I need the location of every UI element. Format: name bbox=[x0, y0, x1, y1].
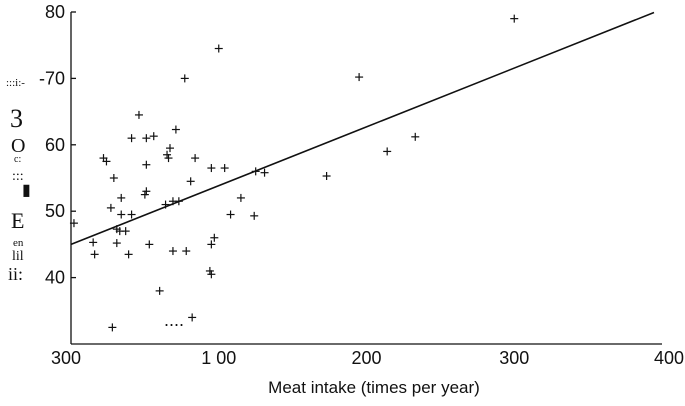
data-point-17 bbox=[134, 110, 143, 119]
y-tick-label-4: 80 bbox=[45, 2, 65, 22]
data-point-21 bbox=[142, 187, 151, 196]
ylabel-fragment-5: ::: bbox=[12, 169, 24, 184]
data-point-47 bbox=[250, 211, 259, 220]
data-point-39 bbox=[207, 270, 216, 279]
data-point-37 bbox=[191, 154, 200, 163]
ylabel-fragment-2: 3 bbox=[10, 104, 23, 133]
x-tick-label-1: 1 00 bbox=[201, 348, 236, 368]
data-point-54 bbox=[510, 14, 519, 23]
data-point-46 bbox=[236, 193, 245, 202]
data-point-49 bbox=[260, 168, 269, 177]
data-points bbox=[69, 14, 519, 332]
x-tick-label-2: 200 bbox=[351, 348, 381, 368]
data-point-52 bbox=[383, 147, 392, 156]
trend-line bbox=[70, 11, 655, 246]
data-point-35 bbox=[186, 177, 195, 186]
y-tick-labels: 40 50 60 -70 80 bbox=[39, 2, 76, 288]
data-point-42 bbox=[210, 233, 219, 242]
data-point-14 bbox=[124, 250, 133, 259]
ylabel-fragment-7: E bbox=[11, 208, 24, 233]
data-point-34 bbox=[182, 247, 191, 256]
data-point-23 bbox=[149, 132, 158, 141]
y-tick-label-2: 60 bbox=[45, 135, 65, 155]
data-point-50 bbox=[322, 172, 331, 181]
data-point-16 bbox=[127, 210, 136, 219]
x-axis-label: Meat intake (times per year) bbox=[268, 378, 480, 397]
data-point-11 bbox=[117, 193, 126, 202]
ylabel-fragment-8: en bbox=[13, 237, 24, 249]
data-point-51 bbox=[355, 73, 364, 82]
data-point-2 bbox=[90, 250, 99, 259]
data-point-22 bbox=[145, 240, 154, 249]
data-point-12 bbox=[117, 210, 126, 219]
data-point-20 bbox=[142, 134, 151, 143]
data-point-33 bbox=[180, 74, 189, 83]
data-point-26 bbox=[163, 150, 172, 159]
y-tick-label-3: -70 bbox=[39, 68, 65, 88]
y-axis-label-fragments: :::i:- 3 O c: ::: ▮ E en lil ii: bbox=[6, 77, 31, 284]
ylabel-fragment-6: ▮ bbox=[22, 182, 31, 199]
data-point-38 bbox=[205, 266, 214, 275]
data-point-53 bbox=[411, 132, 420, 141]
y-tick-label-0: 40 bbox=[45, 268, 65, 288]
x-tick-labels: 300 1 00 200 300 400 bbox=[51, 348, 684, 368]
data-point-40 bbox=[207, 240, 216, 249]
data-point-45 bbox=[226, 210, 235, 219]
ylabel-fragment-3: O bbox=[11, 135, 25, 157]
data-point-4 bbox=[102, 157, 111, 166]
data-point-41 bbox=[207, 164, 216, 173]
x-tick-label-3: 300 bbox=[499, 348, 529, 368]
data-point-24 bbox=[155, 286, 164, 295]
annotation-dots: .... bbox=[164, 310, 184, 330]
data-point-7 bbox=[109, 174, 118, 182]
ylabel-fragment-10: ii: bbox=[8, 264, 23, 284]
data-point-43 bbox=[214, 44, 223, 53]
data-point-30 bbox=[168, 247, 177, 256]
data-point-5 bbox=[106, 203, 115, 212]
trend-line-group bbox=[70, 11, 655, 246]
data-point-27 bbox=[164, 154, 173, 163]
data-point-44 bbox=[220, 164, 229, 173]
ylabel-fragment-9: lil bbox=[12, 249, 24, 264]
data-point-13 bbox=[121, 227, 130, 236]
ylabel-fragment-1: :::i:- bbox=[6, 77, 25, 89]
data-point-28 bbox=[165, 144, 174, 153]
x-tick-label-4: 400 bbox=[654, 348, 684, 368]
data-point-15 bbox=[127, 134, 136, 143]
data-point-36 bbox=[188, 313, 197, 322]
y-tick-label-1: 50 bbox=[45, 201, 65, 221]
data-point-0 bbox=[69, 219, 78, 228]
data-point-8 bbox=[112, 239, 121, 248]
data-point-31 bbox=[171, 125, 180, 134]
data-point-1 bbox=[89, 238, 98, 247]
ylabel-fragment-4: c: bbox=[14, 154, 21, 165]
data-point-6 bbox=[108, 323, 117, 332]
x-tick-label-0: 300 bbox=[51, 348, 81, 368]
data-point-18 bbox=[140, 190, 149, 199]
data-point-19 bbox=[142, 160, 151, 169]
